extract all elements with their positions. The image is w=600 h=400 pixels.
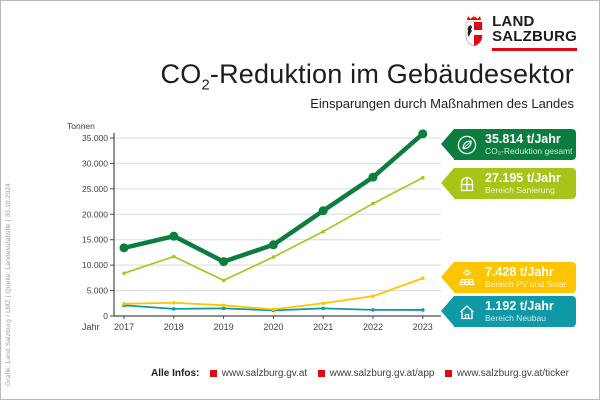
svg-text:2019: 2019	[214, 322, 234, 332]
badge-total: 35.814 t/Jahr CO₂-Reduktion gesamt	[441, 129, 576, 160]
axes: 0 5.000 10.000 15.000 20.000 25.000 30.000 35.0…	[82, 133, 441, 332]
data-series	[119, 129, 428, 313]
svg-text:2018: 2018	[164, 322, 184, 332]
leaf-icon	[457, 135, 477, 154]
footer-link-ticker[interactable]: www.salzburg.gv.at/ticker	[444, 367, 569, 379]
badge-value: 35.814 t/Jahr	[485, 132, 561, 147]
badge-neubau: 1.192 t/Jahr Bereich Neubau	[441, 296, 576, 327]
page-subtitle: Einsparungen durch Maßnahmen des Landes	[310, 96, 574, 112]
series-Bereich Sanierung	[122, 175, 425, 283]
footer-link-main[interactable]: www.salzburg.gv.at	[209, 367, 308, 379]
logo-text-land: LAND	[492, 13, 535, 30]
svg-text:30.000: 30.000	[82, 158, 108, 168]
badge-sanierung: 27.195 t/Jahr Bereich Sanierung	[441, 168, 576, 199]
logo-text-salzburg: SALZBURG	[492, 28, 577, 46]
footer: Alle Infos: www.salzburg.gv.at www.salzb…	[151, 365, 569, 381]
red-square-bullet-icon	[444, 369, 452, 377]
svg-text:15.000: 15.000	[82, 235, 108, 245]
badge-label: Bereich Sanierung	[485, 184, 555, 195]
svg-text:35.000: 35.000	[82, 133, 108, 143]
badge-value: 27.195 t/Jahr	[485, 171, 561, 186]
badge-label: CO₂-Reduktion gesamt	[485, 145, 573, 156]
page-title: CO2-Reduktion im Gebäudesektor	[160, 59, 574, 94]
line-chart: Tonnen Jahr 0 5.000 10.000 15.000 20.000 25.0…	[67, 121, 441, 332]
badge-label: Bereich PV und Solar	[485, 278, 567, 289]
svg-text:20.000: 20.000	[82, 209, 108, 219]
y-axis-title: Tonnen	[67, 121, 95, 131]
land-salzburg-logo: LAND SALZBURG	[462, 14, 577, 51]
x-axis-title: Jahr	[82, 322, 100, 332]
svg-text:0: 0	[103, 311, 108, 321]
footer-link-text: www.salzburg.gv.at/app	[329, 367, 435, 379]
header: CO2-Reduktion im Gebäudesektor Einsparun…	[161, 59, 574, 111]
svg-text:10.000: 10.000	[82, 260, 108, 270]
series-CO₂-Reduktion gesamt	[119, 129, 428, 267]
solar-panel-icon	[459, 268, 475, 285]
badge-pv-solar: 7.428 t/Jahr Bereich PV und Solar	[441, 262, 576, 293]
badge-value: 1.192 t/Jahr	[485, 299, 554, 314]
red-square-bullet-icon	[209, 369, 217, 377]
house-icon	[460, 304, 474, 319]
svg-text:2020: 2020	[263, 322, 283, 332]
red-square-bullet-icon	[317, 369, 325, 377]
footer-label: Alle Infos:	[151, 367, 200, 379]
svg-text:25.000: 25.000	[82, 184, 108, 194]
footer-link-app[interactable]: www.salzburg.gv.at/app	[317, 367, 435, 379]
svg-text:5.000: 5.000	[87, 286, 109, 296]
svg-text:2021: 2021	[313, 322, 333, 332]
svg-text:2022: 2022	[363, 322, 383, 332]
salzburg-coat-of-arms-icon	[465, 15, 483, 47]
window-icon	[460, 176, 474, 191]
footer-link-text: www.salzburg.gv.at	[221, 367, 308, 379]
logo-red-underline	[492, 47, 577, 51]
svg-text:2017: 2017	[114, 322, 134, 332]
badge-label: Bereich Neubau	[485, 312, 546, 323]
svg-text:2023: 2023	[413, 322, 433, 332]
badge-value: 7.428 t/Jahr	[485, 265, 554, 280]
series-Bereich PV und Solar	[122, 276, 425, 312]
credit-line: Grafik: Land Salzburg / LMZ | Quelle: La…	[5, 182, 12, 386]
footer-link-text: www.salzburg.gv.at/ticker	[456, 367, 569, 379]
